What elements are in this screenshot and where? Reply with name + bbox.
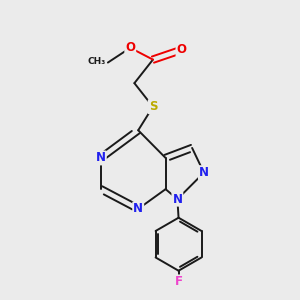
Text: CH₃: CH₃ — [88, 57, 106, 66]
Text: N: N — [199, 166, 209, 179]
Text: O: O — [125, 41, 135, 54]
Text: F: F — [175, 275, 183, 288]
Text: N: N — [96, 152, 106, 164]
Text: S: S — [149, 100, 157, 113]
Text: N: N — [172, 193, 182, 206]
Text: N: N — [133, 202, 143, 215]
Text: O: O — [176, 44, 187, 56]
